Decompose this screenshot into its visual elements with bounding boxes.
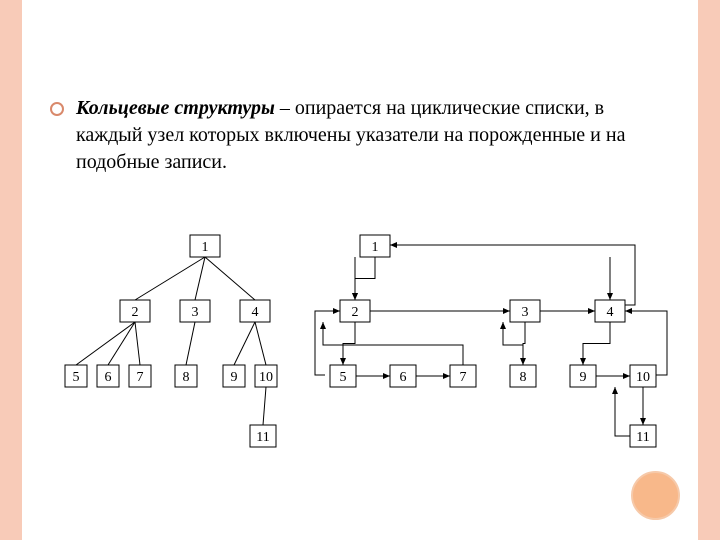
svg-text:6: 6 xyxy=(400,370,407,385)
svg-text:6: 6 xyxy=(105,370,112,385)
svg-text:11: 11 xyxy=(636,430,649,445)
svg-text:5: 5 xyxy=(340,370,347,385)
svg-text:5: 5 xyxy=(73,370,80,385)
svg-text:3: 3 xyxy=(192,305,199,320)
svg-text:1: 1 xyxy=(202,240,209,255)
svg-text:10: 10 xyxy=(259,370,273,385)
svg-text:9: 9 xyxy=(231,370,238,385)
ring-structure-svg: 12345678910111234567891011 xyxy=(55,225,680,455)
term-strong: Кольцевые структуры xyxy=(76,97,275,119)
slide-text: Кольцевые структуры – опирается на цикли… xyxy=(50,95,650,176)
svg-text:2: 2 xyxy=(352,305,359,320)
svg-text:9: 9 xyxy=(580,370,587,385)
svg-text:8: 8 xyxy=(520,370,527,385)
svg-text:1: 1 xyxy=(372,240,379,255)
left-decorative-border xyxy=(0,0,22,540)
svg-text:2: 2 xyxy=(132,305,139,320)
svg-text:11: 11 xyxy=(256,430,269,445)
svg-text:3: 3 xyxy=(522,305,529,320)
svg-text:7: 7 xyxy=(137,370,144,385)
svg-text:10: 10 xyxy=(636,370,650,385)
svg-text:8: 8 xyxy=(183,370,190,385)
svg-text:4: 4 xyxy=(252,305,259,320)
right-decorative-border xyxy=(698,0,720,540)
svg-text:7: 7 xyxy=(460,370,467,385)
svg-text:4: 4 xyxy=(607,305,614,320)
paragraph: Кольцевые структуры – опирается на цикли… xyxy=(76,95,650,176)
diagram: 12345678910111234567891011 xyxy=(55,225,680,455)
decorative-circle xyxy=(631,471,680,520)
bullet-icon xyxy=(50,102,64,116)
